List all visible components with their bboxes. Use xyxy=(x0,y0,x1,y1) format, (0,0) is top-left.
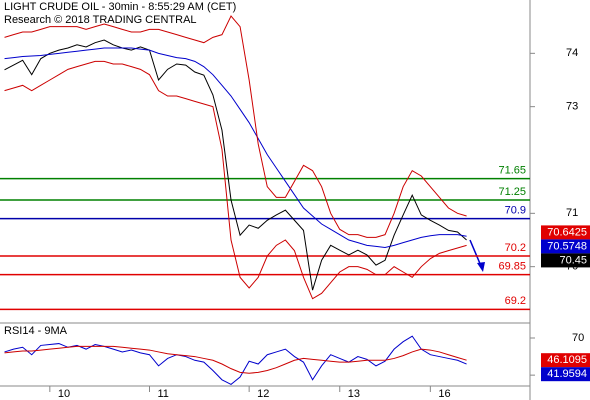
rsi-tick-label: 70 xyxy=(572,332,584,344)
x-tick-label: 11 xyxy=(157,388,168,400)
level-label: 69.85 xyxy=(498,261,526,273)
price-box xyxy=(541,367,590,382)
y-tick-label: 74 xyxy=(566,47,578,59)
series-line xyxy=(4,47,467,248)
x-tick-label: 13 xyxy=(348,388,360,400)
price-box xyxy=(541,239,590,254)
series-line xyxy=(4,335,467,386)
price-box-label: 70.5748 xyxy=(547,240,587,252)
y-tick-label: 71 xyxy=(566,207,578,219)
x-tick-label: 12 xyxy=(257,388,269,400)
level-label: 70.9 xyxy=(505,205,526,217)
price-box-label: 41.9594 xyxy=(547,368,587,380)
level-label: 71.65 xyxy=(498,165,526,177)
level-label: 71.25 xyxy=(498,186,526,198)
price-box-label: 46.1095 xyxy=(547,354,587,366)
chart-subtitle: Research © 2018 TRADING CENTRAL xyxy=(4,14,197,26)
price-box xyxy=(541,225,590,240)
x-tick-label: 16 xyxy=(438,388,450,400)
series-line xyxy=(4,15,467,238)
series-line xyxy=(4,60,467,300)
rsi-label: RSI14 - 9MA xyxy=(4,325,68,337)
series-line xyxy=(4,39,467,291)
forecast-arrow xyxy=(469,239,482,267)
y-tick-label: 73 xyxy=(566,101,578,113)
price-box-label: 70.6425 xyxy=(547,226,587,238)
arrow-head xyxy=(477,262,485,272)
price-box xyxy=(541,353,590,368)
level-label: 69.2 xyxy=(505,295,526,307)
series-line xyxy=(4,345,467,374)
price-box xyxy=(541,253,590,268)
x-tick-label: 10 xyxy=(58,388,70,400)
level-label: 70.2 xyxy=(505,242,526,254)
price-box-label: 70.45 xyxy=(559,254,587,266)
chart-title: LIGHT CRUDE OIL - 30min - 8:55:29 AM (CE… xyxy=(4,1,236,13)
